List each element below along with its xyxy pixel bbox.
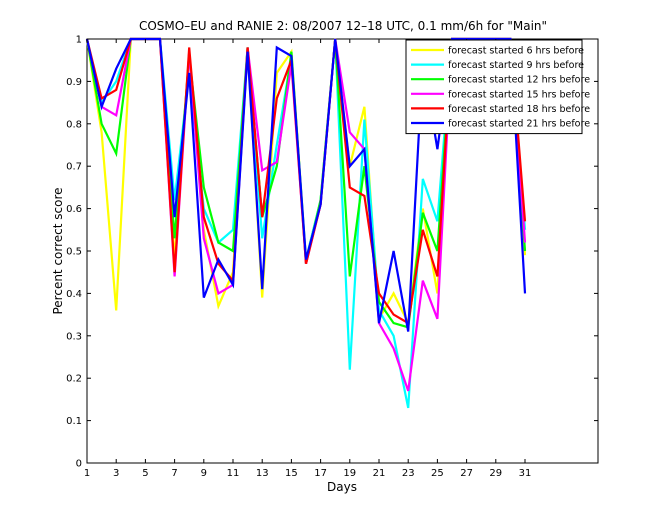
x-tick-label: 11 bbox=[227, 468, 240, 479]
x-tick-label: 19 bbox=[343, 468, 356, 479]
legend-label-5: forecast started 18 hrs before bbox=[448, 104, 590, 115]
x-tick-label: 15 bbox=[285, 468, 298, 479]
y-tick-label: 0.6 bbox=[66, 204, 82, 215]
x-tick-label: 7 bbox=[171, 468, 177, 479]
y-tick-label: 0.7 bbox=[66, 162, 82, 173]
y-tick-label: 0.8 bbox=[66, 119, 82, 130]
y-tick-label: 1 bbox=[76, 35, 82, 46]
x-tick-label: 29 bbox=[489, 468, 502, 479]
x-tick-label: 9 bbox=[201, 468, 207, 479]
plot-area: 1 3 5 7 9 11 13 15 17 19 21 23 25 27 29 3100.10.20.30.4… bbox=[66, 35, 599, 479]
legend-label-1: forecast started 6 hrs before bbox=[448, 46, 584, 57]
x-tick-label: 31 bbox=[519, 468, 532, 479]
x-tick-label: 21 bbox=[373, 468, 386, 479]
y-tick-label: 0.5 bbox=[66, 247, 82, 258]
legend-label-6: forecast started 21 hrs before bbox=[448, 119, 590, 130]
x-tick-label: 27 bbox=[460, 468, 473, 479]
x-axis-title: Days bbox=[327, 480, 357, 494]
legend-label-3: forecast started 12 hrs before bbox=[448, 75, 590, 86]
legend-label-4: forecast started 15 hrs before bbox=[448, 89, 590, 100]
y-tick-label: 0.1 bbox=[66, 416, 82, 427]
x-tick-label: 3 bbox=[113, 468, 119, 479]
x-tick-label: 5 bbox=[142, 468, 148, 479]
y-tick-label: 0 bbox=[76, 459, 82, 470]
y-tick-label: 0.4 bbox=[66, 289, 82, 300]
series-line-6 bbox=[85, 37, 527, 332]
y-tick-label: 0.2 bbox=[66, 374, 82, 385]
x-tick-label: 23 bbox=[402, 468, 415, 479]
x-tick-label: 13 bbox=[256, 468, 269, 479]
x-tick-label: 25 bbox=[431, 468, 444, 479]
y-axis-title: Percent correct score bbox=[51, 187, 65, 314]
x-tick-label: 1 bbox=[84, 468, 90, 479]
legend-box bbox=[405, 39, 583, 135]
chart-title: COSMO–EU and RANIE 2: 08/2007 12–18 UTC,… bbox=[139, 19, 547, 33]
y-tick-label: 0.9 bbox=[66, 77, 82, 88]
x-tick-label: 17 bbox=[314, 468, 327, 479]
y-tick-label: 0.3 bbox=[66, 331, 82, 342]
legend-label-2: forecast started 9 hrs before bbox=[448, 60, 584, 71]
